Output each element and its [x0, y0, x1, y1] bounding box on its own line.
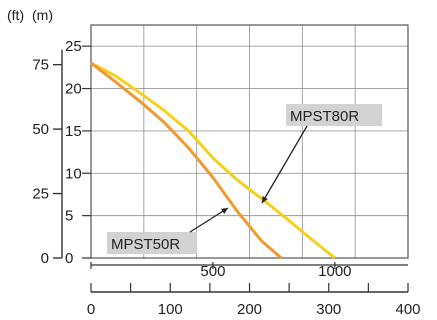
- curves-layer: [90, 61, 336, 260]
- x-lower-tick-label: 400: [395, 301, 420, 318]
- m-tick-label: 10: [65, 165, 82, 182]
- x-axis-lower: 0 100 200 300 400: [87, 262, 421, 318]
- callout-arrowhead-mpst50r: [221, 208, 228, 214]
- ft-tick-label: 25: [32, 186, 49, 203]
- m-tick-label: 5: [65, 208, 73, 225]
- x-lower-tick-label: 100: [158, 301, 183, 318]
- ft-tick-label: 0: [41, 250, 49, 267]
- callout-arrowhead-mpst80r: [262, 196, 268, 203]
- callout-label-mpst50r: MPST50R: [111, 236, 180, 253]
- x-upper-tick-label: 500: [200, 263, 225, 280]
- m-tick-label: 20: [65, 81, 82, 98]
- plot-frame: [90, 24, 409, 259]
- x-axis-upper: 500 1000: [200, 263, 351, 280]
- m-unit-label: (m): [32, 7, 53, 23]
- callout-box-mpst50r: [107, 232, 197, 254]
- m-axis: (m) 0 5 10 15 20 25: [32, 7, 91, 267]
- x-upper-tick-label: 1000: [318, 263, 351, 280]
- callout-leader-mpst80r: [261, 125, 308, 204]
- ft-unit-label: (ft): [7, 7, 24, 23]
- callout-leader-mpst50r: [189, 207, 229, 233]
- m-tick-label: 15: [65, 123, 82, 140]
- series-line-mpst80r: [90, 61, 336, 260]
- x-lower-tick-label: 0: [87, 301, 95, 318]
- m-tick-label: 0: [65, 250, 73, 267]
- m-tick-label: 25: [65, 38, 82, 55]
- x-lower-tick-label: 300: [316, 301, 341, 318]
- callout-box-mpst80r: [286, 104, 382, 126]
- ft-tick-label: 50: [32, 121, 49, 138]
- series-callouts: MPST80R MPST50R: [107, 104, 382, 254]
- series-line-mpst50r: [90, 61, 283, 260]
- callout-label-mpst80r: MPST80R: [290, 108, 359, 125]
- x-lower-tick-label: 200: [237, 301, 262, 318]
- ft-tick-label: 75: [32, 57, 49, 74]
- plot-grid: [91, 25, 408, 258]
- ft-axis: (ft) 0 25 50 75: [7, 7, 63, 267]
